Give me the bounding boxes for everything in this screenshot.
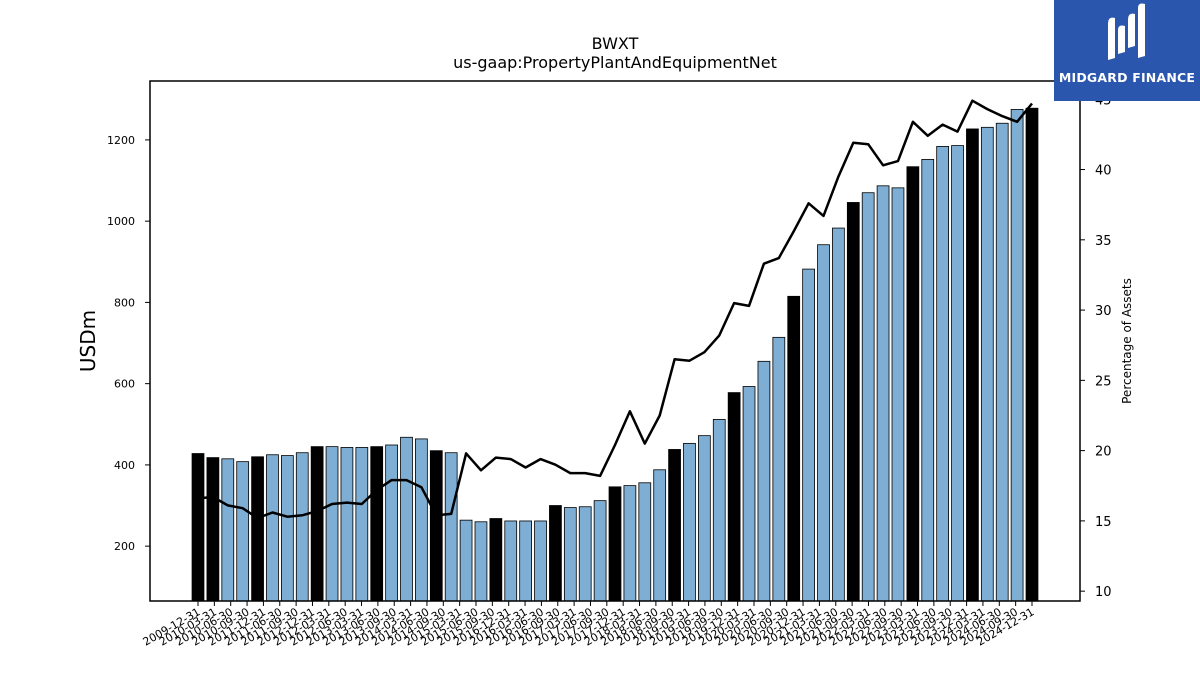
chart-subtitle: us-gaap:PropertyPlantAndEquipmentNet [453, 53, 777, 72]
bar [861, 192, 875, 602]
bar [206, 457, 220, 602]
bar [295, 452, 309, 602]
bar [355, 447, 369, 602]
bar [742, 386, 756, 602]
bar [891, 187, 905, 602]
bar [429, 450, 443, 602]
bar [266, 454, 279, 602]
y2-axis-label: Percentage of Assets [1120, 278, 1134, 404]
y2-tick-label: 20 [1095, 445, 1112, 460]
bar [519, 520, 533, 602]
bar [623, 485, 637, 602]
bar [653, 469, 667, 602]
bar [549, 505, 562, 602]
line-group [197, 99, 1033, 520]
bar [1025, 107, 1039, 602]
bar [832, 227, 845, 602]
bar [921, 159, 935, 602]
bar [980, 126, 994, 602]
plot-frame [149, 80, 1081, 602]
bar [534, 520, 547, 602]
brand-name: MIDGARD FINANCE [1058, 70, 1196, 85]
midgard-logo-icon [1108, 3, 1145, 61]
chart-title: BWXT [592, 34, 639, 53]
axes-group: 2004006008001000120010152025303540452009… [107, 80, 1112, 649]
bar [668, 449, 681, 602]
bar [370, 446, 384, 602]
bar [698, 435, 711, 602]
bar [757, 360, 771, 602]
bar [191, 453, 205, 602]
bar [489, 518, 503, 602]
bar [712, 419, 726, 602]
bar [474, 521, 488, 602]
bar [325, 446, 339, 602]
y2-tick-label: 30 [1095, 304, 1112, 319]
bar [221, 458, 235, 602]
y-tick-label: 200 [114, 540, 135, 553]
bar [400, 436, 413, 602]
bar [340, 447, 354, 602]
bar [638, 482, 652, 602]
bar [444, 452, 458, 602]
bar [817, 244, 830, 602]
bar [787, 295, 801, 602]
bar [236, 461, 250, 602]
y2-tick-label: 15 [1095, 515, 1112, 530]
y2-tick-label: 25 [1095, 374, 1112, 389]
bar [727, 392, 741, 602]
bar [608, 486, 622, 602]
y2-tick-label: 10 [1095, 585, 1112, 600]
bar [846, 202, 860, 602]
bar [280, 455, 294, 602]
bar [563, 507, 577, 602]
bars-group [191, 107, 1039, 602]
y-tick-label: 1000 [107, 215, 135, 228]
bar [772, 336, 786, 602]
bar [415, 438, 428, 602]
percentage-line [197, 99, 1033, 520]
y-tick-label: 400 [114, 459, 135, 472]
bar [385, 444, 398, 602]
bar [683, 442, 696, 602]
bar [802, 268, 815, 602]
bar [310, 446, 324, 602]
bar [995, 122, 1009, 602]
bar [593, 500, 607, 602]
bar [578, 506, 592, 602]
y2-tick-label: 35 [1095, 234, 1112, 249]
bar [906, 166, 920, 602]
y-tick-label: 600 [114, 378, 135, 391]
midgard-finance-logo: MIDGARD FINANCE [1054, 0, 1200, 101]
y2-tick-label: 40 [1095, 164, 1112, 179]
bar [251, 456, 264, 602]
y-axis-label: USDm [76, 310, 100, 372]
bar [1010, 109, 1024, 602]
bar [459, 519, 473, 602]
bar [966, 128, 979, 602]
bar [876, 185, 890, 602]
bar [936, 146, 950, 602]
y-tick-label: 1200 [107, 134, 135, 147]
bar [504, 520, 518, 602]
bar [951, 145, 964, 602]
y-tick-label: 800 [114, 296, 135, 309]
